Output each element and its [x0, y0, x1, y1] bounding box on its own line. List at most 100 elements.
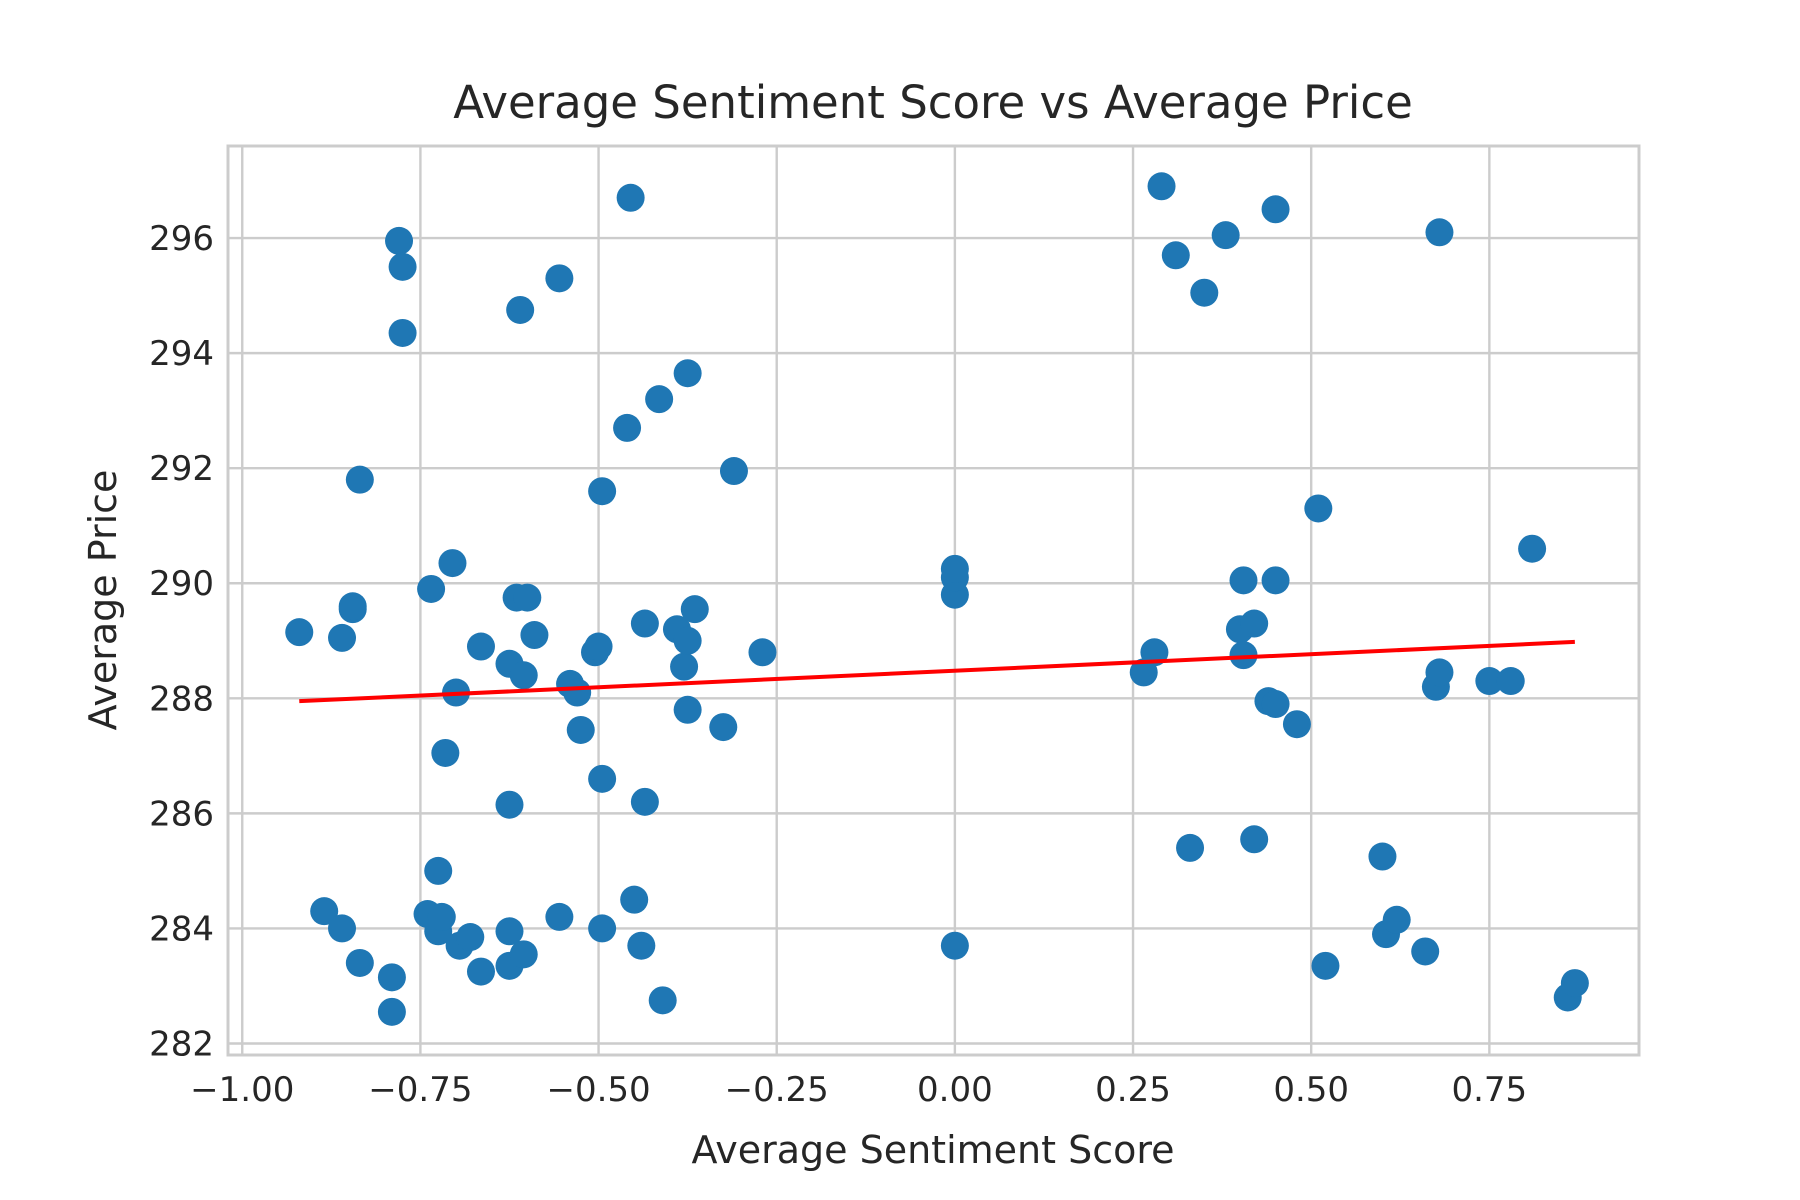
data-point — [417, 574, 446, 603]
data-point — [1496, 667, 1525, 696]
x-tick-label: −0.75 — [368, 1070, 472, 1110]
y-tick-labels: 282 284 286 288 290 292 294 296 — [149, 219, 214, 1064]
y-tick-label: 290 — [149, 564, 214, 604]
data-point — [1261, 195, 1290, 224]
data-point — [630, 609, 659, 638]
data-point — [1261, 566, 1290, 595]
data-point — [345, 948, 374, 977]
data-point — [670, 652, 699, 681]
data-point — [566, 715, 595, 744]
x-axis-label: Average Sentiment Score — [691, 1128, 1174, 1172]
data-point — [1211, 221, 1240, 250]
y-tick-label: 288 — [149, 679, 214, 719]
data-point — [427, 902, 456, 931]
x-gridlines — [241, 146, 1491, 1055]
data-point — [1311, 951, 1340, 980]
data-point — [1190, 278, 1219, 307]
data-point — [1560, 969, 1589, 998]
data-points — [285, 172, 1589, 1026]
data-point — [466, 632, 495, 661]
data-point — [1282, 710, 1311, 739]
data-point — [1147, 172, 1176, 201]
plot-background — [228, 146, 1639, 1055]
data-point — [680, 595, 709, 624]
x-tick-label: 0.50 — [1273, 1070, 1349, 1110]
y-tick-label: 294 — [149, 334, 214, 374]
y-tick-label: 286 — [149, 794, 214, 834]
data-point — [545, 264, 574, 293]
data-point — [620, 885, 649, 914]
data-point — [648, 986, 677, 1015]
data-point — [584, 632, 613, 661]
data-point — [630, 787, 659, 816]
data-point — [1176, 833, 1205, 862]
data-point — [388, 318, 417, 347]
data-point — [1425, 658, 1454, 687]
data-point — [588, 764, 617, 793]
data-point — [627, 931, 656, 960]
data-point — [509, 940, 538, 969]
data-point — [466, 957, 495, 986]
data-point — [506, 295, 535, 324]
data-point — [1240, 609, 1269, 638]
y-tick-label: 292 — [149, 449, 214, 489]
data-point — [1411, 937, 1440, 966]
data-point — [431, 738, 460, 767]
chart-title: Average Sentiment Score vs Average Price — [453, 76, 1413, 129]
data-point — [1425, 218, 1454, 247]
trend-line — [299, 639, 1575, 704]
y-tick-label: 284 — [149, 909, 214, 949]
data-point — [940, 931, 969, 960]
x-tick-label: −0.25 — [725, 1070, 829, 1110]
data-point — [673, 626, 702, 655]
data-point — [377, 997, 406, 1026]
data-point — [1240, 825, 1269, 854]
data-point — [377, 963, 406, 992]
data-point — [338, 592, 367, 621]
data-point — [1261, 690, 1290, 719]
data-point — [673, 359, 702, 388]
data-point — [1382, 905, 1411, 934]
data-point — [495, 917, 524, 946]
y-axis-label: Average Price — [81, 470, 125, 731]
data-point — [563, 678, 592, 707]
y-tick-label: 282 — [149, 1024, 214, 1064]
x-tick-label: 0.75 — [1451, 1070, 1527, 1110]
data-point — [513, 583, 542, 612]
data-point — [385, 226, 414, 255]
data-point — [613, 413, 642, 442]
data-point — [748, 638, 777, 667]
data-point — [545, 902, 574, 931]
data-point — [328, 914, 357, 943]
data-point — [1161, 241, 1190, 270]
data-point — [616, 183, 645, 212]
x-tick-label: 0.25 — [1095, 1070, 1171, 1110]
data-point — [424, 856, 453, 885]
data-point — [588, 914, 617, 943]
data-point — [456, 923, 485, 952]
data-point — [588, 477, 617, 506]
data-point — [438, 549, 467, 578]
data-point — [1475, 667, 1504, 696]
data-point — [645, 385, 674, 414]
x-tick-labels: −1.00 −0.75 −0.50 −0.25 0.00 0.25 0.50 0.75 — [190, 1070, 1527, 1110]
data-point — [520, 621, 549, 650]
data-point — [328, 623, 357, 652]
plot-frame — [226, 144, 1641, 1057]
data-point — [285, 618, 314, 647]
data-point — [709, 713, 738, 742]
y-tick-label: 296 — [149, 219, 214, 259]
data-point — [1518, 534, 1547, 563]
x-tick-label: −1.00 — [190, 1070, 294, 1110]
data-point — [1304, 494, 1333, 523]
data-point — [388, 252, 417, 281]
x-tick-label: 0.00 — [917, 1070, 993, 1110]
data-point — [673, 695, 702, 724]
data-point — [495, 790, 524, 819]
data-point — [345, 465, 374, 494]
data-point — [1229, 566, 1258, 595]
data-point — [719, 457, 748, 486]
data-point — [310, 897, 339, 926]
data-point — [1229, 641, 1258, 670]
